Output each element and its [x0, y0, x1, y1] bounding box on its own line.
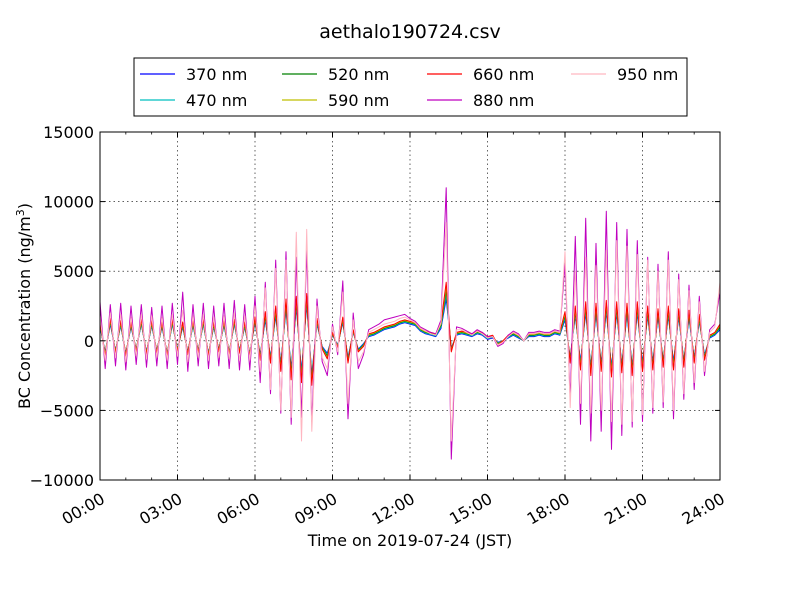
plot-frame — [99, 131, 721, 481]
y-tick-label: 5000 — [53, 262, 94, 281]
y-axis-label-sup: 3 — [14, 209, 27, 216]
series-line-880-nm — [99, 187, 721, 460]
legend-label: 590 nm — [328, 91, 389, 110]
legend-label: 370 nm — [186, 65, 247, 84]
y-tick-label: 0 — [84, 332, 94, 351]
x-axis-label: Time on 2019-07-24 (JST) — [307, 531, 512, 550]
y-tick-label: 10000 — [43, 193, 94, 212]
legend-label: 660 nm — [473, 65, 534, 84]
y-axis-label-main: BC Concentration (ng/m — [15, 216, 34, 409]
legend-label: 520 nm — [328, 65, 389, 84]
chart-title: aethalo190724.csv — [319, 21, 501, 43]
y-tick-label: −5000 — [40, 401, 94, 420]
y-tick-label: −10000 — [30, 471, 94, 490]
legend-label: 880 nm — [473, 91, 534, 110]
y-axis-label: BC Concentration (ng/m3) — [14, 203, 34, 409]
series-lines — [99, 187, 721, 460]
legend-label: 950 nm — [617, 65, 678, 84]
y-tick-label: 15000 — [43, 123, 94, 142]
series-line-950-nm — [99, 222, 721, 442]
y-tick-labels: −10000 −5000 0 5000 10000 15000 — [30, 123, 94, 490]
plot-area — [99, 131, 721, 481]
legend-label: 470 nm — [186, 91, 247, 110]
legend: 370 nm 470 nm 520 nm 590 nm 660 nm 880 nm 950 … — [133, 57, 688, 117]
legend-items: 370 nm 470 nm 520 nm 590 nm 660 nm 880 nm 950 … — [140, 65, 678, 110]
legend-frame — [133, 57, 688, 117]
series-line-660-nm — [99, 281, 721, 386]
y-axis-label-close: ) — [15, 203, 34, 209]
